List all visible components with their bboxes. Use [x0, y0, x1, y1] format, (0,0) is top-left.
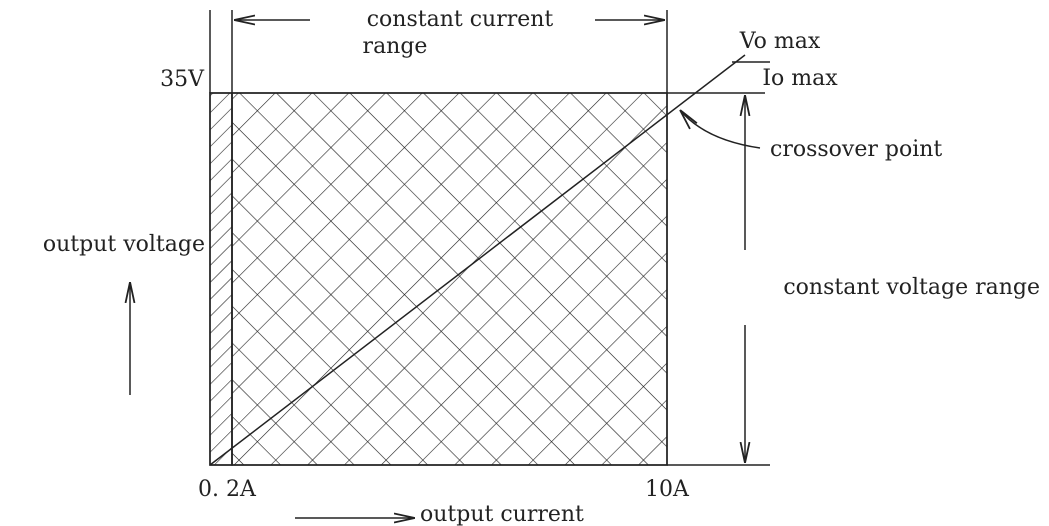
- x-axis-label: output current: [420, 502, 584, 526]
- x-max-label: 10A: [645, 477, 690, 502]
- range-label: constant current: [367, 7, 554, 32]
- y-axis-label: output voltage: [43, 232, 205, 257]
- range-label: range: [363, 34, 428, 59]
- dimension-lines: [130, 10, 770, 518]
- x-min-label: 0. 2A: [198, 477, 257, 502]
- voltage-range-label: constant voltage range: [783, 275, 1040, 300]
- y-max-label: 35V: [160, 67, 205, 92]
- operating-area: [209, 54, 746, 466]
- ratio-denominator: Io max: [762, 66, 838, 91]
- crossover-label: crossover point: [770, 137, 942, 162]
- ratio-numerator: Vo max: [739, 29, 821, 54]
